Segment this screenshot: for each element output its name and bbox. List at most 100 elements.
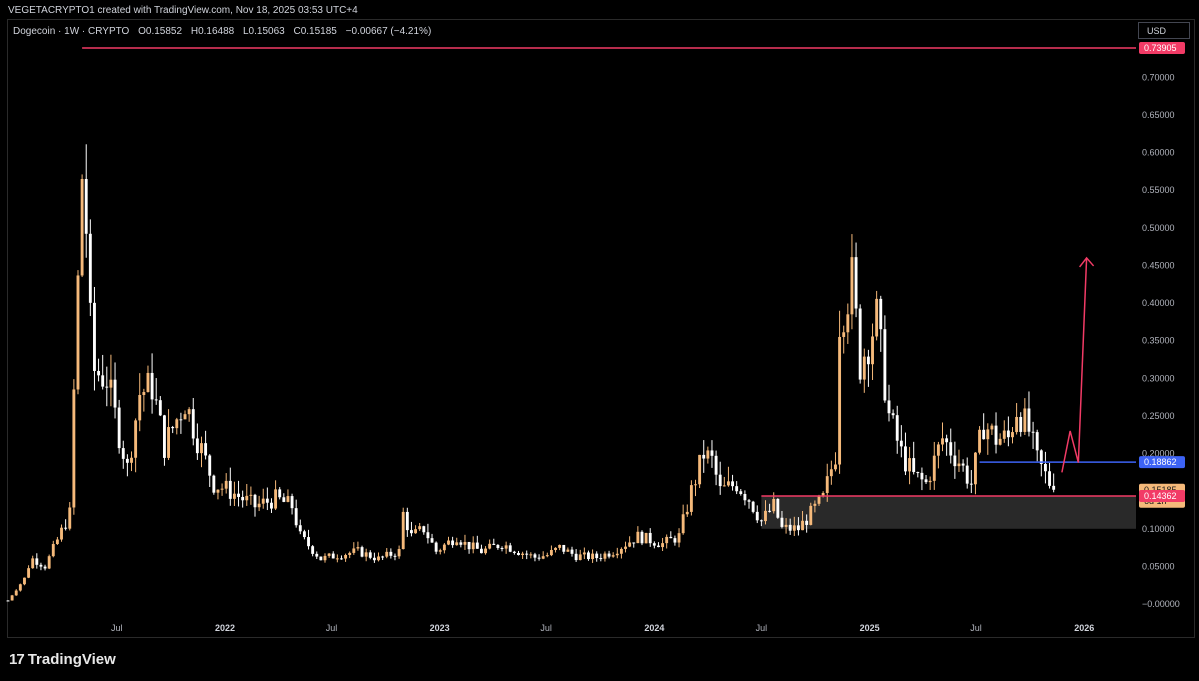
candle-body [471,542,475,550]
candle-body [311,546,315,554]
candle-body [554,547,557,550]
candle-body [27,568,31,578]
candle-body [529,554,533,556]
x-tick-label: Jul [326,623,338,633]
candle-body [661,543,665,548]
candle-body [232,493,236,499]
candle-body [517,552,520,556]
candle-body [669,536,673,539]
candle-body [208,455,212,476]
candle-body [755,511,759,521]
candle-body [360,547,364,557]
candle-body [912,458,916,473]
x-tick-label: Jul [970,623,982,633]
candle-body [846,314,850,333]
candle-body [665,536,669,544]
tv-logo-icon: 17 [9,651,25,668]
candle-body [146,372,150,393]
candle-body [150,372,154,400]
candle-body [582,552,586,555]
support-price-tag-bg [1139,489,1185,502]
candle-body [142,392,146,396]
candle-body [484,548,487,554]
candle-body [702,454,706,459]
candle-body [282,497,286,502]
y-tick-label: 0.30000 [1142,373,1175,383]
candle-body [393,555,397,557]
candle-body [245,495,249,501]
candle-body [829,469,833,477]
candle-body [257,503,261,508]
candle-body [574,553,578,561]
candle-body [237,493,240,497]
legend-change: −0.00667 (−4.21%) [345,26,432,37]
blue-price-tag-label: 0.18862 [1144,457,1177,467]
candle-body [508,545,512,552]
candle-body [93,302,96,371]
candle-body [541,556,545,559]
candle-body [504,545,508,549]
candle-body [776,498,780,518]
candle-body [805,520,809,525]
candle-body [1015,416,1019,433]
x-tick-label: 2023 [430,623,450,633]
candle-body [842,332,846,337]
candle-body [426,532,430,539]
candle-body [685,511,689,515]
candle-body [500,548,504,550]
candle-body [1002,430,1006,439]
candle-body [220,488,224,490]
x-tick-label: 2024 [644,623,664,633]
candle-body [340,558,343,560]
candle-body [772,498,776,512]
y-tick-label: 0.10000 [1142,524,1175,534]
legend-low: L0.15063 [243,26,285,37]
candle-body [265,498,269,503]
candle-body [1043,463,1047,472]
candle-body [195,438,199,454]
candle-body [899,440,903,447]
candle-body [858,308,862,380]
candle-body [636,531,640,544]
candle-body [121,448,125,459]
support-price-tag-label: 0.14362 [1144,491,1177,501]
candle-body [731,481,734,487]
candle-body [204,443,208,456]
candle-body [315,553,319,557]
candle-body [84,179,88,234]
currency-selector[interactable]: USD [1138,22,1190,39]
candle-body [978,429,982,453]
candle-body [1023,408,1027,432]
candle-body [253,494,257,508]
candle-body [344,555,348,559]
candle-body [377,556,380,561]
candle-body [331,553,335,559]
candle-body [994,425,998,445]
candle-body [479,548,483,554]
legend-high: H0.16488 [190,26,235,37]
projection-arrow-path [1061,257,1088,473]
candle-body [607,553,611,557]
candle-body [743,493,747,501]
candle-body [558,544,562,548]
candle-body [537,557,541,559]
candle-body [648,532,652,544]
candle-body [838,336,842,465]
candle-body [352,548,356,553]
candle-body [965,465,969,484]
ath-price-tag-bg [1139,42,1185,54]
candle-body [525,553,529,555]
candle-body [442,544,446,551]
symbol-legend[interactable]: Dogecoin · 1W · CRYPTO O0.15852 H0.16488… [13,26,437,37]
candle-body [368,552,372,558]
candle-body [1019,416,1023,432]
candle-body [405,511,409,531]
y-tick-label: 0.25000 [1142,411,1175,421]
candle-body [459,542,463,545]
candle-body [389,551,393,556]
candle-body [718,474,722,487]
y-tick-label: −0.00000 [1142,599,1180,609]
candle-body [134,420,138,458]
candle-body [599,558,603,560]
